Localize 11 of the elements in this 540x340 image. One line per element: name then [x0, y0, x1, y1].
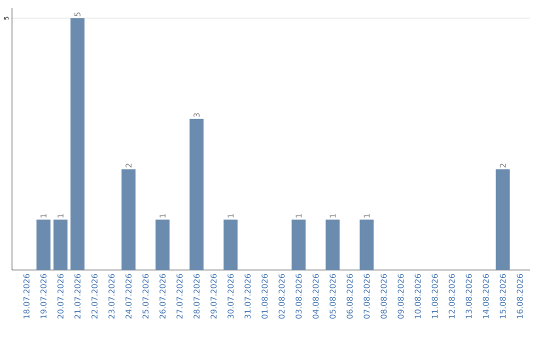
bar [122, 169, 136, 270]
bar [360, 220, 374, 270]
bar [190, 118, 204, 270]
bar [36, 220, 50, 270]
bar [224, 220, 238, 270]
bar [326, 220, 340, 270]
bar [496, 169, 510, 270]
bar [53, 220, 68, 270]
bar [292, 220, 306, 270]
bar [156, 220, 170, 270]
bar [70, 18, 84, 270]
